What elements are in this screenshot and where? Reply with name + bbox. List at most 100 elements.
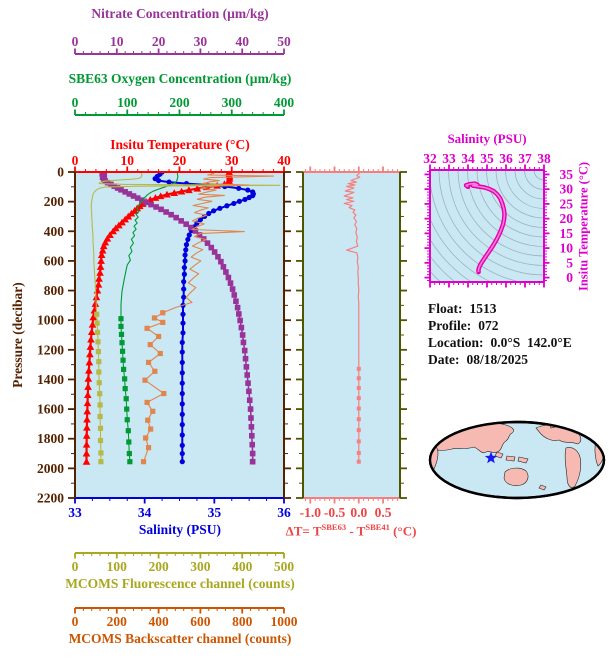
- svg-text:1000: 1000: [271, 614, 298, 629]
- profile-number-label: Profile:: [428, 318, 472, 333]
- temperature-axis: 0 10 20 30 40: [72, 153, 291, 173]
- svg-text:-0.5: -0.5: [324, 505, 346, 520]
- svg-text:500: 500: [274, 559, 295, 574]
- svg-text:400: 400: [44, 224, 65, 239]
- delta-t-top-axis: [303, 166, 400, 173]
- svg-text:800: 800: [44, 283, 65, 298]
- svg-text:300: 300: [222, 95, 243, 110]
- svg-text:400: 400: [148, 614, 169, 629]
- svg-text:34: 34: [461, 151, 475, 166]
- svg-text:200: 200: [169, 95, 190, 110]
- svg-text:10: 10: [121, 153, 135, 168]
- oxygen-axis: 0 100 200 300 400: [72, 95, 295, 116]
- svg-text:0: 0: [57, 165, 64, 180]
- oxygen-axis-title: SBE63 Oxygen Concentration (µm/kg): [68, 71, 292, 86]
- fluorescence-axis-title: MCOMS Fluorescence channel (counts): [65, 576, 295, 591]
- ts-temperature-axis-title: Insitu Temperature (°C): [576, 161, 591, 292]
- svg-text:100: 100: [107, 559, 128, 574]
- delta-t-formula-part3: (°C): [389, 523, 417, 539]
- svg-text:40: 40: [235, 34, 249, 49]
- svg-text:37: 37: [518, 151, 532, 166]
- svg-text:2000: 2000: [37, 461, 64, 476]
- salinity-axis: 33 34 35 36: [68, 497, 291, 520]
- delta-t-bottom-axis: -1.0 -0.5 0.0 0.5: [300, 497, 400, 520]
- svg-text:400: 400: [232, 559, 253, 574]
- svg-text:200: 200: [148, 559, 169, 574]
- svg-text:1800: 1800: [37, 431, 64, 446]
- ts-top-axis: 32 33 34 35 36 37 38: [423, 151, 551, 171]
- svg-text:200: 200: [107, 614, 128, 629]
- date-label: Date:: [428, 352, 460, 367]
- svg-text:800: 800: [232, 614, 253, 629]
- location-row: Location: 0.0°S 142.0°E: [428, 334, 572, 351]
- svg-text:30: 30: [225, 153, 239, 168]
- svg-text:0: 0: [72, 559, 79, 574]
- svg-text:0.5: 0.5: [375, 505, 392, 520]
- svg-text:0: 0: [72, 614, 79, 629]
- ts-salinity-axis-title: Salinity (PSU): [447, 131, 527, 146]
- svg-text:35: 35: [560, 167, 574, 182]
- pressure-axis-title: Pressure (decibar): [10, 282, 25, 388]
- svg-text:300: 300: [190, 559, 211, 574]
- world-map: [428, 420, 606, 500]
- svg-text:20: 20: [560, 211, 574, 226]
- svg-text:10: 10: [110, 34, 124, 49]
- delta-t-pressure-left: [296, 171, 304, 499]
- date-value: 08/18/2025: [466, 352, 528, 367]
- nitrate-axis: 0 10 20 30 40 50: [72, 34, 291, 55]
- pressure-axis-left: 0 200 400 600 800 1000 1200 1400 1600 1800 2000 220…: [37, 165, 76, 506]
- svg-text:1600: 1600: [37, 402, 64, 417]
- svg-text:-1.0: -1.0: [300, 505, 322, 520]
- svg-text:0.0: 0.0: [350, 505, 367, 520]
- backscatter-axis-title: MCOMS Backscatter channel (counts): [68, 631, 292, 646]
- svg-text:35: 35: [480, 151, 494, 166]
- profile-number-row: Profile: 072: [428, 317, 572, 334]
- delta-t-series: [343, 172, 361, 464]
- location-value: 0.0°S 142.0°E: [490, 335, 572, 350]
- date-row: Date: 08/18/2025: [428, 351, 572, 368]
- svg-text:20: 20: [152, 34, 166, 49]
- backscatter-axis: 0 200 400 600 800 1000: [72, 607, 298, 629]
- location-label: Location:: [428, 335, 484, 350]
- svg-text:1000: 1000: [37, 313, 64, 328]
- svg-text:200: 200: [44, 194, 65, 209]
- ts-bottom-axis: [429, 281, 545, 288]
- svg-text:34: 34: [138, 505, 152, 520]
- svg-text:2200: 2200: [37, 491, 64, 506]
- svg-text:15: 15: [560, 226, 574, 241]
- svg-text:1400: 1400: [37, 372, 64, 387]
- svg-text:30: 30: [560, 182, 574, 197]
- delta-t-formula-part1: ΔT= T: [285, 523, 322, 539]
- delta-t-formula-sup2: SBE41: [365, 522, 390, 532]
- delta-t-pressure-right: [399, 171, 407, 499]
- svg-text:400: 400: [274, 95, 295, 110]
- float-id-row: Float: 1513: [428, 300, 572, 317]
- svg-text:0: 0: [566, 270, 573, 285]
- svg-text:38: 38: [537, 151, 551, 166]
- delta-t-formula-part2: - T: [346, 523, 366, 539]
- profile-number-value: 072: [478, 318, 499, 333]
- float-id-label: Float:: [428, 301, 463, 316]
- svg-text:0: 0: [72, 95, 79, 110]
- float-id-value: 1513: [469, 301, 497, 316]
- ts-profile-line: [463, 181, 507, 275]
- pressure-axis-right: [283, 171, 291, 499]
- main-profile-series: [82, 172, 281, 465]
- svg-text:600: 600: [44, 253, 65, 268]
- fluorescence-axis: 0 100 200 300 400 500: [72, 552, 295, 574]
- delta-t-formula: ΔT= TSBE63 - TSBE41 (°C): [281, 522, 421, 539]
- svg-text:36: 36: [277, 505, 291, 520]
- svg-text:0: 0: [72, 34, 79, 49]
- svg-text:10: 10: [560, 241, 574, 256]
- svg-text:50: 50: [277, 34, 291, 49]
- svg-text:100: 100: [117, 95, 138, 110]
- svg-text:20: 20: [173, 153, 187, 168]
- svg-text:1200: 1200: [37, 342, 64, 357]
- float-location-star: [484, 451, 498, 464]
- svg-text:30: 30: [194, 34, 208, 49]
- svg-text:0: 0: [72, 153, 79, 168]
- delta-t-plot: -1.0 -0.5 0.0 0.5: [296, 166, 407, 520]
